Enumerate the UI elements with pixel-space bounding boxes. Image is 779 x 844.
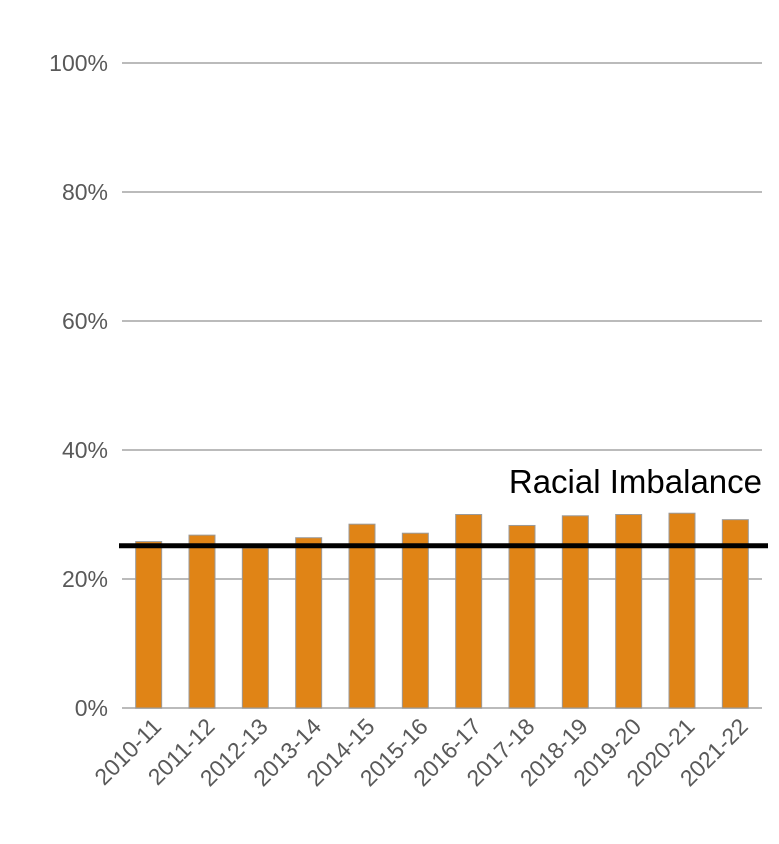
bar-2021-22 [721, 519, 749, 709]
y-tick-label: 40% [62, 437, 108, 463]
bar-2014-15 [348, 523, 376, 709]
bar-2010-11 [135, 541, 163, 709]
bar-2011-12 [188, 534, 216, 709]
gridlines [122, 62, 762, 709]
y-tick-label: 80% [62, 179, 108, 205]
bar-2017-18 [508, 524, 536, 709]
y-tick-label: 60% [62, 308, 108, 334]
bar-2020-21 [668, 512, 696, 709]
x-axis-tick-labels: 2010-112011-122012-132013-142014-152015-… [89, 713, 753, 791]
y-axis-tick-labels: 0% 20% 40% 60% 80% 100% [49, 50, 108, 721]
bars [135, 512, 749, 709]
bar-2013-14 [295, 537, 323, 709]
bar-2012-13 [241, 547, 269, 709]
y-tick-label: 100% [49, 50, 108, 76]
bar-2015-16 [401, 532, 429, 709]
reference-line-group: Racial Imbalance [119, 463, 768, 549]
y-tick-label: 20% [62, 566, 108, 592]
y-tick-label: 0% [75, 695, 108, 721]
racial-imbalance-label: Racial Imbalance [509, 463, 762, 500]
